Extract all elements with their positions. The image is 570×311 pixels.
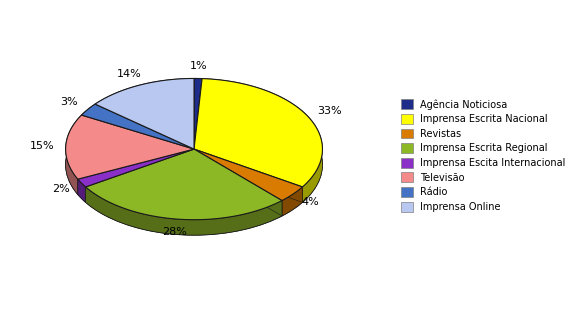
Polygon shape [82,104,194,149]
Polygon shape [82,115,194,165]
Polygon shape [78,179,86,202]
Polygon shape [95,78,194,119]
Legend: Agência Noticiosa, Imprensa Escrita Nacional, Revistas, Imprensa Escrita Regiona: Agência Noticiosa, Imprensa Escrita Naci… [398,96,569,215]
Polygon shape [194,149,282,216]
Text: 4%: 4% [302,197,320,207]
Polygon shape [282,187,303,216]
Text: 14%: 14% [117,69,142,79]
Polygon shape [202,79,323,202]
Polygon shape [194,78,202,149]
Polygon shape [66,115,194,179]
Text: 28%: 28% [162,227,188,237]
Polygon shape [194,79,323,187]
Ellipse shape [66,94,323,235]
Polygon shape [86,187,282,235]
Polygon shape [194,149,303,201]
Polygon shape [95,78,194,149]
Polygon shape [82,104,95,130]
Polygon shape [78,149,194,195]
Text: 33%: 33% [317,106,341,116]
Text: 1%: 1% [190,61,207,71]
Polygon shape [78,149,194,187]
Polygon shape [86,149,282,220]
Polygon shape [66,115,82,195]
Polygon shape [86,149,194,202]
Text: 2%: 2% [52,184,70,194]
Text: 3%: 3% [60,97,78,107]
Polygon shape [95,104,194,165]
Polygon shape [194,78,202,94]
Polygon shape [194,79,202,165]
Text: 15%: 15% [30,142,55,151]
Polygon shape [194,149,303,202]
